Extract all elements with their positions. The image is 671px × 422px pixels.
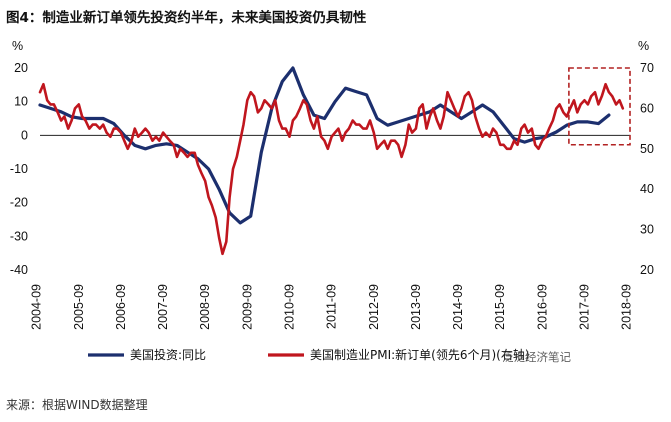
right-axis-unit: % xyxy=(638,39,649,53)
x-tick-label: 2005-09 xyxy=(72,284,86,330)
series-lines xyxy=(38,66,625,256)
x-tick-label: 2011-09 xyxy=(325,284,339,329)
right-tick-label: 20 xyxy=(640,263,654,277)
x-tick-label: 2006-09 xyxy=(114,284,128,330)
x-tick-label: 2007-09 xyxy=(156,284,170,330)
right-tick-label: 30 xyxy=(640,223,654,237)
x-tick-label: 2009-09 xyxy=(240,284,254,330)
highlight-dashed-rect xyxy=(568,67,631,146)
right-tick-label: 60 xyxy=(640,101,654,115)
x-tick-label: 2004-09 xyxy=(30,284,44,330)
left-tick-label: -30 xyxy=(10,229,28,243)
left-axis: % 20 10 0 -10 -20 -30 -40 xyxy=(10,39,28,277)
highlight-box xyxy=(568,67,631,146)
left-tick-label: -20 xyxy=(10,196,28,210)
legend-label: 美国制造业PMI:新订单(领先6个月)(右轴) xyxy=(310,347,530,362)
x-axis: 2004-09 2005-09 2006-09 2007-09 2008-09 2009-… xyxy=(30,284,634,330)
left-tick-label: 20 xyxy=(14,61,28,75)
left-tick-label: 0 xyxy=(21,128,28,142)
right-tick-label: 70 xyxy=(640,61,654,75)
legend: 美国投资:同比 美国制造业PMI:新订单(领先6个月)(右轴) xyxy=(88,347,530,362)
right-axis: % 70 60 50 40 30 20 xyxy=(638,39,654,277)
watermark: 泛泛经济笔记 xyxy=(502,350,571,364)
right-tick-label: 40 xyxy=(640,182,654,196)
chart-title: 图4：制造业新订单领先投资约半年，未来美国投资仍具韧性 xyxy=(6,10,367,26)
left-axis-unit: % xyxy=(12,39,23,53)
source-note: 来源：根据WIND数据整理 xyxy=(6,398,148,412)
x-tick-label: 2017-09 xyxy=(577,284,591,330)
x-tick-label: 2013-09 xyxy=(409,284,423,330)
left-tick-label: -40 xyxy=(10,263,28,277)
legend-label: 美国投资:同比 xyxy=(130,347,206,362)
x-tick-label: 2016-09 xyxy=(535,284,549,330)
investment-yoy-line xyxy=(38,66,611,225)
x-tick-label: 2012-09 xyxy=(367,284,381,330)
pmi-new-orders-line xyxy=(38,82,625,256)
left-tick-label: -10 xyxy=(10,162,28,176)
x-tick-label: 2015-09 xyxy=(493,284,507,330)
x-tick-label: 2008-09 xyxy=(198,284,212,330)
x-tick-label: 2014-09 xyxy=(451,284,465,330)
right-tick-label: 50 xyxy=(640,142,654,156)
left-tick-label: 10 xyxy=(14,95,28,109)
x-tick-label: 2018-09 xyxy=(620,284,634,330)
x-tick-label: 2010-09 xyxy=(282,284,296,330)
